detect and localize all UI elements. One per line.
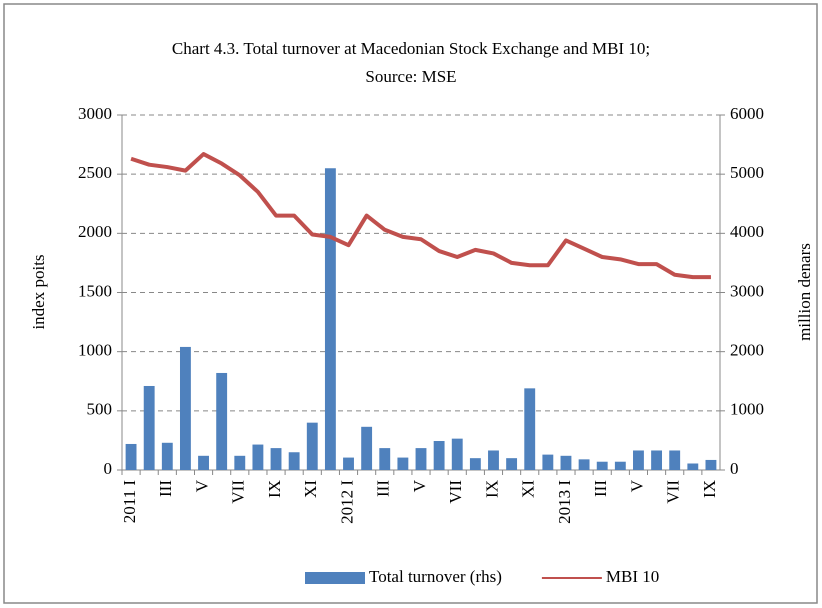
y-tick-label: 2500 (78, 163, 112, 182)
legend-label: MBI 10 (606, 567, 659, 586)
chart-subtitle: Source: MSE (365, 67, 456, 86)
y-tick-label: 2000 (78, 222, 112, 241)
bar (216, 372, 228, 470)
y2-axis-label: million denars (795, 243, 814, 341)
bar (306, 422, 318, 470)
bar (161, 442, 173, 470)
y-tick-label: 1500 (78, 281, 112, 300)
y2-tick-label: 5000 (730, 163, 764, 182)
bar (596, 461, 608, 470)
x-tick-label: IX (482, 480, 501, 498)
x-tick-label: 2011 I (120, 480, 139, 524)
y-tick-label: 1000 (78, 341, 112, 360)
x-tick-label: IX (700, 480, 719, 498)
bar (542, 454, 554, 470)
x-tick-label: V (192, 479, 211, 492)
bar (524, 388, 536, 470)
bar (143, 385, 155, 470)
bar (198, 455, 209, 470)
bar (270, 448, 282, 470)
x-tick-label: V (410, 479, 429, 492)
bar (705, 459, 717, 470)
chart-border (3, 3, 818, 604)
x-tick-label: III (374, 480, 393, 497)
bar (415, 448, 427, 470)
y2-tick-label: 0 (730, 459, 739, 478)
bar (614, 461, 626, 470)
bar (687, 463, 699, 470)
line (130, 152, 711, 280)
x-tick-label: 2012 I (337, 480, 356, 524)
bar (397, 457, 409, 470)
x-tick-label: III (156, 480, 175, 497)
x-tick-label: XI (301, 480, 320, 498)
x-tick-label: VII (446, 480, 465, 504)
y-tick-label: 500 (87, 400, 113, 419)
bar (252, 444, 264, 470)
y2-tick-label: 3000 (730, 281, 764, 300)
bar (179, 346, 191, 470)
bar (469, 458, 481, 470)
bar (288, 452, 300, 470)
bar (433, 441, 445, 470)
bar (361, 426, 373, 470)
bar (560, 455, 572, 470)
bar (234, 455, 246, 470)
y-tick-label: 3000 (78, 104, 112, 123)
x-tick-label: 2013 I (555, 480, 574, 524)
bar (343, 457, 354, 470)
chart-title: Chart 4.3. Total turnover at Macedonian … (172, 39, 650, 58)
bar (651, 450, 663, 470)
x-tick-label: III (591, 480, 610, 497)
bar (379, 448, 391, 470)
y-tick-label: 0 (104, 459, 113, 478)
bar (125, 443, 137, 470)
x-tick-label: XI (519, 480, 538, 498)
x-tick-label: V (627, 479, 646, 492)
bar (324, 168, 336, 470)
bar (633, 450, 644, 470)
bar (488, 450, 499, 470)
bar (669, 450, 681, 470)
y2-tick-label: 4000 (730, 222, 764, 241)
x-tick-label: VII (664, 480, 683, 504)
legend-swatch (305, 572, 365, 584)
bar (506, 458, 518, 470)
bar (578, 459, 590, 470)
y2-tick-label: 1000 (730, 400, 764, 419)
y2-tick-label: 6000 (730, 104, 764, 123)
legend-label: Total turnover (rhs) (369, 567, 502, 586)
x-tick-label: IX (265, 480, 284, 498)
y2-tick-label: 2000 (730, 341, 764, 360)
bar (451, 438, 463, 470)
x-tick-label: VII (229, 480, 248, 504)
y-axis-label: index poits (29, 254, 48, 329)
